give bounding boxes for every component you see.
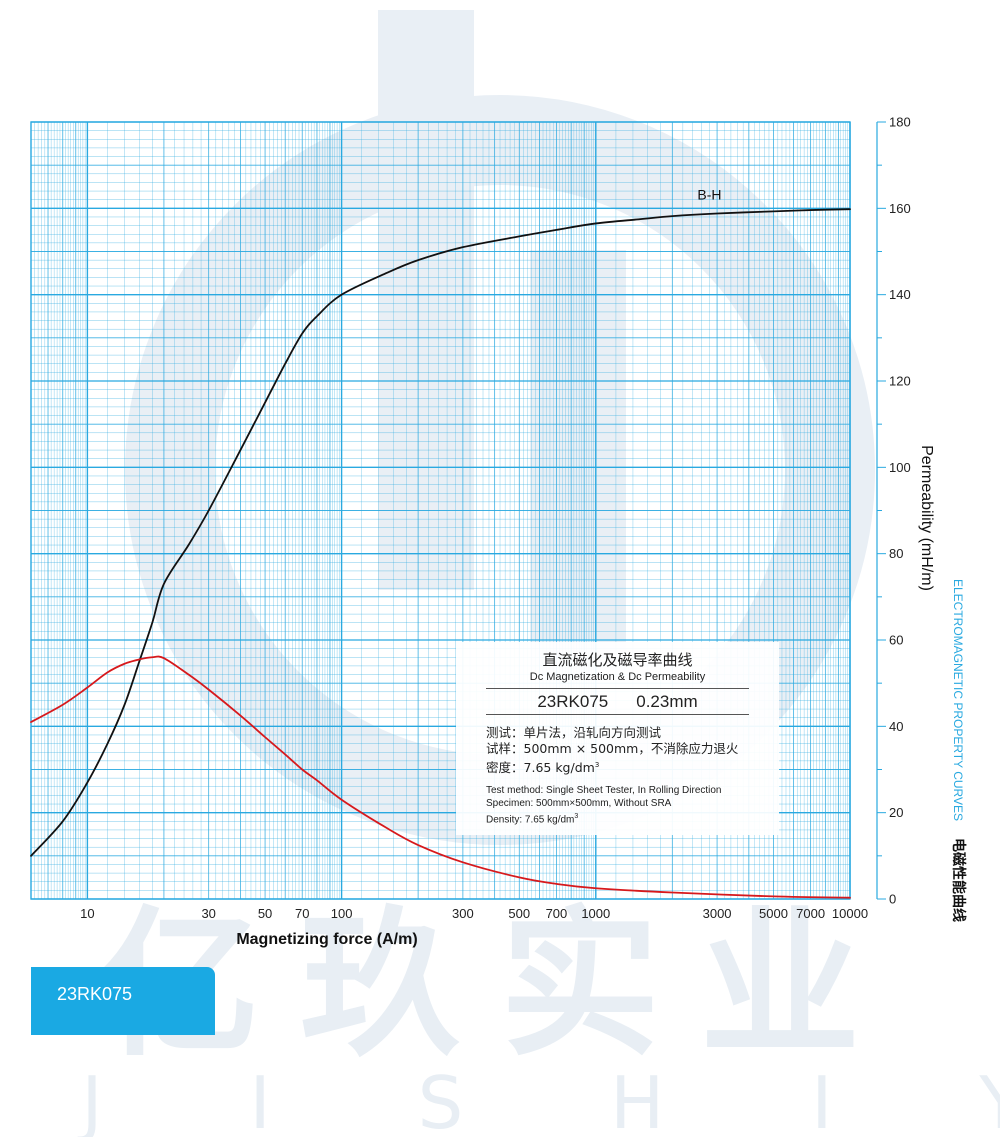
y-tick-label: 160 — [889, 201, 911, 216]
y-tick-label: 80 — [889, 546, 903, 561]
density-cn-label: 密度： — [486, 760, 524, 776]
plot-frame — [30, 121, 851, 900]
x-axis-title: Magnetizing force (A/m) — [236, 931, 417, 948]
spec-grade: 23RK075 — [537, 692, 609, 711]
spec-title-cn: 直流磁化及磁导率曲线 — [542, 651, 693, 669]
method-en: Test method: Single Sheet Tester, In Rol… — [486, 785, 722, 797]
x-tick-label: 500 — [508, 906, 530, 921]
specification-box: 直流磁化及磁导率曲线 Dc Magnetization & Dc Permeab… — [456, 642, 779, 835]
spec-divider-bottom — [486, 714, 749, 715]
side-titles: ELECTROMAGNETIC PROPERTY CURVES 电磁性能曲线 — [950, 579, 967, 922]
curve-label-bh: B-H — [697, 187, 721, 203]
specimen-en: Specimen: 500mm×500mm, Without SRA — [486, 798, 672, 810]
method-cn-label: 测试： — [486, 725, 524, 740]
x-tick-label: 100 — [331, 906, 353, 921]
x-tick-label: 30 — [201, 906, 215, 921]
watermark-bar — [530, 250, 626, 670]
y-tick-label: 140 — [889, 287, 911, 302]
grade-tab: 23RK075 — [31, 967, 215, 1035]
spec-thickness: 0.23mm — [636, 692, 698, 711]
density-cn: 7.65 kg/dm — [523, 760, 595, 776]
side-title-cn: 电磁性能曲线 — [950, 838, 967, 922]
y-tick-label: 60 — [889, 633, 903, 648]
y-tick-label: 100 — [889, 460, 911, 475]
y-axis: 0 20 40 60 80 100 120 140 160 180 Permeability (mH… — [876, 115, 935, 907]
x-tick-label: 700 — [546, 906, 568, 921]
x-tick-label: 70 — [295, 906, 309, 921]
watermark-en: Y I J I S H I Y E — [0, 1061, 1000, 1137]
spec-grade-row: 23RK075 0.23mm — [486, 689, 749, 714]
chart-grid — [30, 121, 851, 900]
y-tick-label: 180 — [889, 115, 911, 130]
method-cn: 单片法，沿轧向方向测试 — [523, 725, 662, 740]
chart-series — [30, 208, 851, 899]
x-tick-label: 10000 — [832, 906, 868, 921]
permeability-curve — [30, 655, 851, 899]
watermark-bar — [378, 10, 474, 590]
density-en: Density: 7.65 kg/dm — [486, 814, 575, 826]
specimen-cn-label: 试样： — [486, 741, 524, 756]
y-axis-title: Permeability (mH/m) — [918, 445, 935, 591]
y-tick-label: 40 — [889, 719, 903, 734]
x-tick-label: 5000 — [759, 906, 788, 921]
x-tick-label: 300 — [452, 906, 474, 921]
bh-curve — [30, 208, 851, 857]
side-title-en: ELECTROMAGNETIC PROPERTY CURVES — [951, 579, 965, 821]
chart-labels: B-H — [697, 187, 721, 203]
y-tick-label: 20 — [889, 805, 903, 820]
spec-divider-top — [486, 688, 749, 689]
y-tick-label: 120 — [889, 374, 911, 389]
density-cn-sup: 3 — [594, 761, 600, 769]
x-tick-label: 10 — [80, 906, 94, 921]
spec-title-en: Dc Magnetization & Dc Permeability — [529, 671, 706, 683]
y-tick-label: 0 — [889, 892, 896, 907]
density-en-sup: 3 — [574, 813, 579, 821]
spec-en-lines: Test method: Single Sheet Tester, In Rol… — [486, 784, 749, 826]
specimen-cn: 500mm × 500mm，不消除应力退火 — [523, 741, 739, 756]
x-tick-label: 3000 — [703, 906, 732, 921]
spec-cn-lines: 测试：单片法，沿轧向方向测试 试样：500mm × 500mm，不消除应力退火 … — [486, 725, 749, 776]
x-tick-label: 7000 — [796, 906, 825, 921]
x-tick-label: 1000 — [581, 906, 610, 921]
x-tick-label: 50 — [258, 906, 272, 921]
watermark-cn: 亿玖实业 — [100, 891, 900, 1078]
x-axis: 10 30 50 70 100 300 500 700 1000 3000 5000 7000 1000… — [80, 906, 868, 948]
